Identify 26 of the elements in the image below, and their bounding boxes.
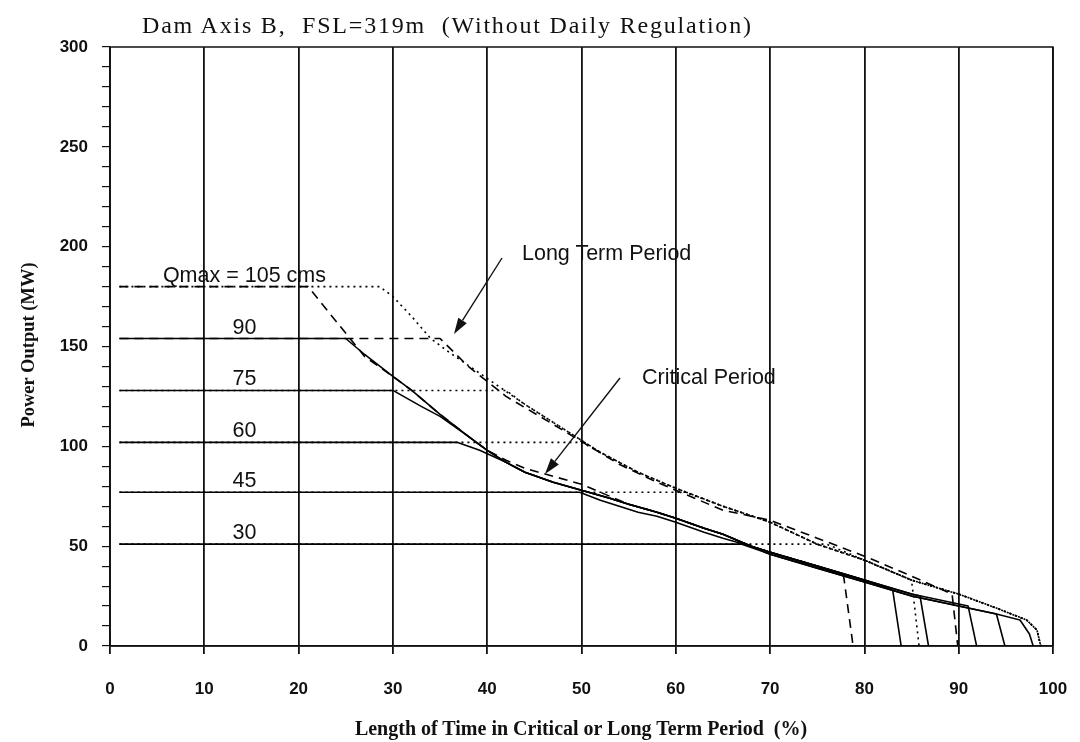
series-label: 45 (232, 468, 257, 493)
chart-title: Dam Axis B, FSL=319m (Without Daily Regulation) (142, 12, 753, 39)
series-label: 90 (232, 314, 257, 339)
series-label: 75 (232, 366, 257, 391)
x-tick-label: 20 (289, 678, 309, 698)
y-tick-label: 0 (78, 635, 88, 655)
series-label: 30 (232, 520, 257, 545)
x-tick-label: 40 (477, 678, 497, 698)
x-axis-title: Length of Time in Critical or Long Term Period (%) (354, 717, 808, 740)
y-tick-label: 200 (59, 236, 88, 256)
y-tick-label: 300 (59, 36, 88, 56)
x-tick-label: 60 (666, 678, 686, 698)
x-tick-label: 100 (1038, 678, 1068, 698)
x-tick-label: 80 (854, 678, 874, 698)
y-tick-label: 100 (59, 436, 88, 456)
x-tick-label: 0 (105, 678, 115, 698)
x-tick-label: 10 (194, 678, 214, 698)
x-tick-label: 90 (949, 678, 969, 698)
y-tick-label: 150 (59, 336, 88, 356)
x-tick-label: 50 (572, 678, 591, 698)
y-tick-label: 50 (69, 535, 88, 555)
x-tick-label: 30 (383, 678, 403, 698)
y-axis-title: Power Output (MW) (17, 262, 39, 428)
y-tick-label: 250 (59, 136, 88, 156)
series-label: 60 (232, 418, 257, 443)
x-tick-label: 70 (760, 678, 780, 698)
